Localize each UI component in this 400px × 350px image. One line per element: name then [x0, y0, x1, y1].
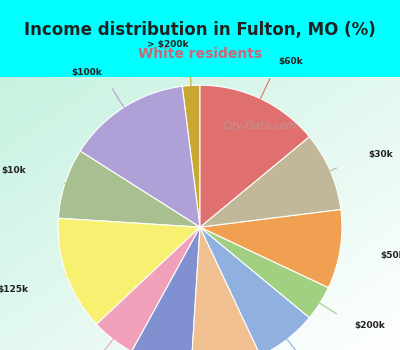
- Wedge shape: [96, 227, 200, 350]
- Wedge shape: [132, 227, 200, 350]
- Wedge shape: [200, 85, 309, 227]
- Wedge shape: [200, 227, 328, 318]
- Text: $50k: $50k: [381, 251, 400, 260]
- Text: $125k: $125k: [0, 285, 28, 294]
- Text: City-Data.com: City-Data.com: [223, 121, 297, 131]
- Text: $200k: $200k: [354, 321, 385, 330]
- Wedge shape: [200, 227, 309, 350]
- Wedge shape: [200, 209, 342, 288]
- Wedge shape: [200, 136, 341, 227]
- Text: $10k: $10k: [2, 166, 26, 175]
- Wedge shape: [182, 85, 200, 227]
- Wedge shape: [191, 227, 260, 350]
- Wedge shape: [58, 151, 200, 227]
- Text: Income distribution in Fulton, MO (%): Income distribution in Fulton, MO (%): [24, 21, 376, 39]
- Wedge shape: [58, 218, 200, 324]
- Text: > $200k: > $200k: [147, 40, 188, 49]
- Text: $60k: $60k: [278, 57, 302, 66]
- Wedge shape: [80, 86, 200, 227]
- Text: White residents: White residents: [138, 47, 262, 61]
- Text: $100k: $100k: [71, 68, 102, 77]
- Text: $30k: $30k: [368, 150, 392, 159]
